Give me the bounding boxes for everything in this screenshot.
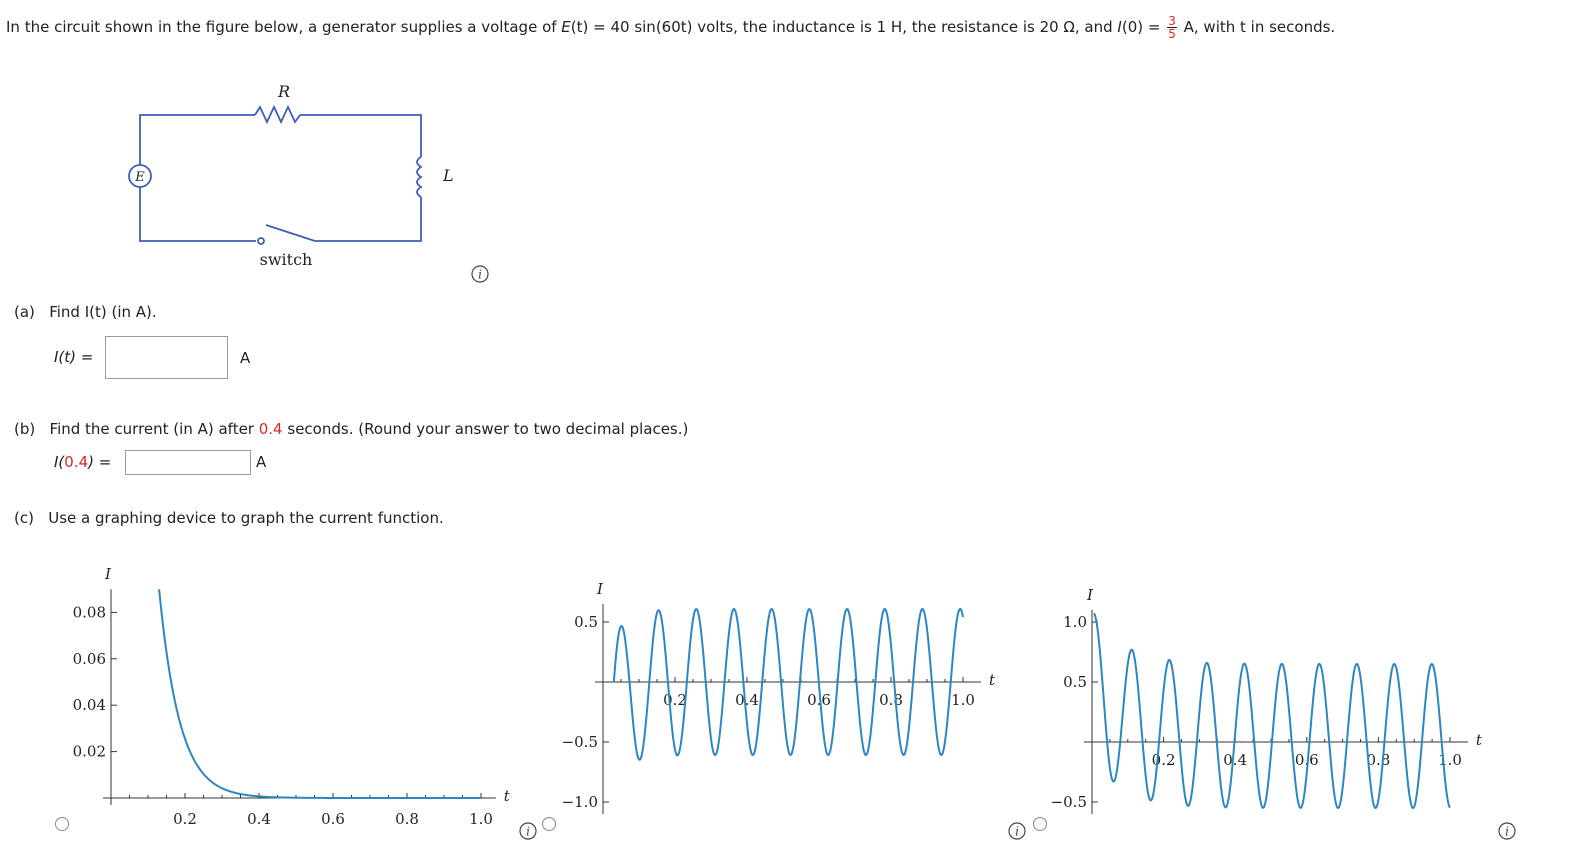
part-b-lhs-after: ) = [88,453,112,471]
y-axis-label: I [1086,586,1094,604]
part-c-question: (c) Use a graphing device to graph the c… [14,509,444,527]
part-c-text: Use a graphing device to graph the curre… [48,509,444,527]
I-symbol: I [1117,18,1122,36]
x-tick-label: 0.4 [735,691,759,709]
graph-option-2-radio[interactable] [542,817,556,831]
problem-statement: In the circuit shown in the figure below… [6,12,1335,42]
y-axis-label: I [596,580,604,598]
intro-before: In the circuit shown in the figure below… [6,18,562,36]
part-a-answer-input[interactable] [105,336,228,379]
svg-text:i: i [526,825,530,839]
part-b-unit: A [256,453,267,471]
series-line [1093,612,1451,810]
inductor-coil [416,156,423,198]
x-axis-label: t [989,671,996,689]
y-tick-label: 0.06 [73,650,106,668]
y-tick-label: 0.5 [574,613,598,631]
part-b-lhs-value: 0.4 [64,453,89,471]
part-a-text: Find I(t) (in A). [49,303,157,321]
x-tick-label: 0.8 [879,691,903,709]
graph-option-1-radio[interactable] [55,817,69,831]
svg-text:i: i [1015,825,1019,839]
part-b-highlight: 0.4 [258,420,283,438]
y-tick-label: 0.02 [73,743,106,761]
wire-top-left [139,114,255,165]
E-rest: (t) = 40 sin(60t) volts, the inductance … [570,18,1118,36]
svg-text:i: i [478,268,482,282]
svg-text:i: i [1505,825,1509,839]
series-line [158,589,481,799]
info-icon[interactable]: i [1008,822,1026,840]
frac-numerator: 3 [1167,14,1177,28]
x-tick-label: 1.0 [469,810,493,828]
y-tick-label: 0.08 [73,603,106,621]
info-icon[interactable]: i [471,265,489,283]
y-tick-label: 0.04 [73,696,106,714]
y-tick-label: −0.5 [562,733,598,751]
wire-bottom-right [315,197,422,242]
I-rest: (0) = [1121,18,1166,36]
part-a-tag: (a) [14,303,35,321]
wire-bottom-left [139,187,256,242]
resistor-zigzag [254,104,301,125]
x-tick-label: 0.6 [321,810,345,828]
part-c-tag: (c) [14,509,34,527]
generator-circle [128,164,152,188]
graph-option-1: 0.2 0.4 0.6 0.8 1.0 0.02 0.04 0.06 0.08 t I [73,565,510,828]
switch-blade [265,224,316,242]
part-b-tag: (b) [14,420,36,438]
part-b-text-before: Find the current (in A) after [49,420,259,438]
part-a-unit: A [240,349,251,367]
x-tick-label: 1.0 [951,691,975,709]
x-tick-label: 0.8 [395,810,419,828]
part-b-text-after: seconds. (Round your answer to two decim… [282,420,689,438]
generator-label: E [134,170,145,185]
switch-terminal [257,237,265,245]
x-tick-label: 0.4 [247,810,271,828]
x-tick-label: 0.6 [1295,751,1319,769]
graph-option-3-radio[interactable] [1033,817,1047,831]
resistor-label: R [277,82,290,101]
inductor-label: L [442,166,454,185]
y-tick-label: −0.5 [1051,793,1087,811]
x-tick-label: 0.4 [1223,751,1247,769]
part-b-answer-input[interactable] [125,450,251,475]
series-line [612,607,964,761]
y-axis-label: I [104,565,112,583]
graph-option-3: 0.2 0.4 0.6 0.8 1.01.00.5−0.5tI [1051,586,1483,814]
part-b-lhs: I(0.4) = [54,453,111,471]
x-tick-label: 0.2 [173,810,197,828]
intro-after: A, with t in seconds. [1178,18,1336,36]
circuit-diagram: R L E switch [128,82,454,269]
part-b-lhs-before: I( [54,453,65,471]
x-tick-label: 0.2 [663,691,687,709]
y-tick-label: 0.5 [1063,673,1087,691]
frac-denominator: 5 [1168,27,1176,41]
x-axis-label: t [1476,731,1483,749]
E-symbol: E [561,18,571,36]
part-b-question: (b) Find the current (in A) after 0.4 se… [14,420,688,438]
switch-label: switch [260,250,313,269]
x-axis-label: t [504,787,510,805]
x-tick-label: 0.6 [807,691,831,709]
wire-top-right [300,114,422,157]
y-tick-label: 1.0 [1063,613,1087,631]
info-icon[interactable]: i [519,822,537,840]
graph-option-2: 0.2 0.4 0.6 0.8 1.0 0.5 −0.5 −1.0 t I [562,580,996,814]
info-icon[interactable]: i [1498,822,1516,840]
x-tick-label: 0.2 [1152,751,1176,769]
part-a-lhs: I(t) = [54,348,94,366]
x-tick-label: 0.8 [1366,751,1390,769]
y-tick-label: −1.0 [562,793,598,811]
part-a-question: (a) Find I(t) (in A). [14,303,157,321]
